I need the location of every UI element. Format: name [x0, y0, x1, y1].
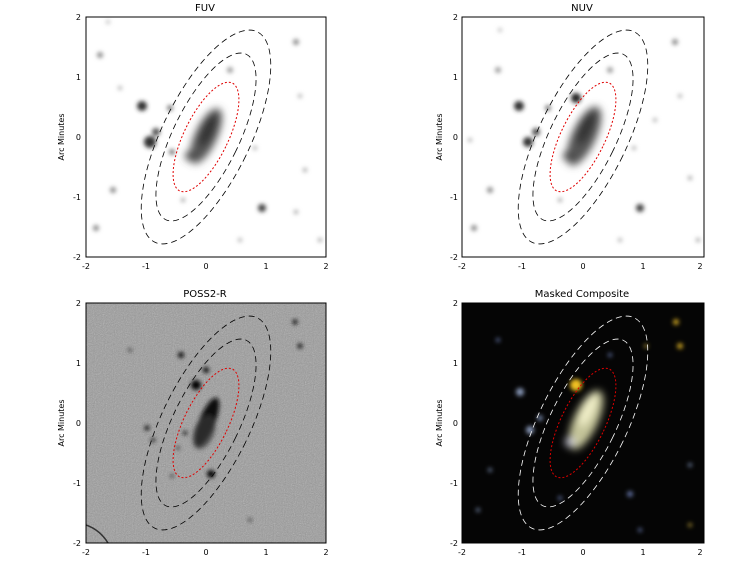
- x-tick-label: -2: [82, 262, 90, 271]
- image-border: [461, 302, 705, 544]
- x-tick-label: 0: [203, 262, 208, 271]
- y-tick-label: -2: [450, 539, 458, 548]
- y-axis: Arc Minutes 2 1 0 -1 -2: [57, 13, 81, 262]
- panel-title: FUV: [195, 3, 215, 14]
- x-tick-label: -1: [518, 262, 526, 271]
- x-tick-label: 1: [640, 548, 645, 557]
- x-axis: -2 -1 0 1 2: [458, 548, 703, 557]
- middle-aperture-ellipse: [155, 338, 257, 508]
- panel-masked-composite: Masked Composite: [435, 289, 705, 557]
- x-tick-label: 2: [323, 548, 328, 557]
- panel-title: NUV: [571, 3, 593, 14]
- y-tick-label: -2: [73, 253, 81, 262]
- image-border: [461, 16, 705, 258]
- poss2-r-image: [86, 303, 326, 543]
- y-axis-label: Arc Minutes: [435, 113, 444, 160]
- inner-aperture-ellipse: [172, 367, 240, 479]
- inner-aperture-ellipse: [172, 81, 240, 193]
- x-tick-label: -2: [82, 548, 90, 557]
- y-tick-label: 1: [76, 73, 81, 82]
- y-tick-label: 0: [76, 133, 81, 142]
- x-tick-label: -1: [142, 262, 150, 271]
- panel-poss2-r: POSS2-R: [57, 289, 329, 557]
- middle-aperture-ellipse: [532, 52, 634, 222]
- y-tick-label: 1: [76, 359, 81, 368]
- y-axis-label: Arc Minutes: [57, 113, 66, 160]
- y-tick-label: 0: [76, 419, 81, 428]
- x-axis: -2 -1 0 1 2: [82, 262, 329, 271]
- x-tick-label: -1: [142, 548, 150, 557]
- x-tick-label: -2: [458, 548, 466, 557]
- panel-nuv: NUV: [435, 3, 705, 271]
- outer-aperture-ellipse: [517, 315, 649, 531]
- fuv-image: [93, 20, 322, 242]
- y-axis: Arc Minutes 2 1 0 -1 -2: [57, 299, 81, 548]
- panel-title: Masked Composite: [535, 289, 629, 300]
- y-tick-label: 2: [76, 299, 81, 308]
- image-border: [85, 302, 327, 544]
- x-tick-label: -1: [518, 548, 526, 557]
- y-tick-label: 2: [453, 299, 458, 308]
- outer-aperture-ellipse: [517, 29, 649, 245]
- y-tick-label: 2: [453, 13, 458, 22]
- x-axis: -2 -1 0 1 2: [82, 548, 329, 557]
- x-tick-label: 1: [263, 548, 268, 557]
- x-tick-label: 2: [323, 262, 328, 271]
- y-axis-label: Arc Minutes: [57, 399, 66, 446]
- panel-title: POSS2-R: [183, 289, 227, 300]
- nuv-image: [468, 28, 700, 242]
- y-tick-label: -1: [450, 479, 458, 488]
- y-axis-label: Arc Minutes: [435, 399, 444, 446]
- x-tick-label: 0: [203, 548, 208, 557]
- y-tick-label: -2: [73, 539, 81, 548]
- x-tick-label: 2: [697, 262, 702, 271]
- y-tick-label: -2: [450, 253, 458, 262]
- x-axis: -2 -1 0 1 2: [458, 262, 703, 271]
- middle-aperture-ellipse: [155, 52, 257, 222]
- x-tick-label: -2: [458, 262, 466, 271]
- x-tick-label: 1: [640, 262, 645, 271]
- y-tick-label: 1: [453, 359, 458, 368]
- x-tick-label: 1: [263, 262, 268, 271]
- y-axis: Arc Minutes 2 1 0 -1 -2: [435, 299, 458, 548]
- image-border: [85, 16, 327, 258]
- x-tick-label: 0: [580, 548, 585, 557]
- panel-fuv: FUV: [57, 3, 329, 271]
- outer-aperture-ellipse: [140, 29, 272, 245]
- y-tick-label: 2: [76, 13, 81, 22]
- y-tick-label: 0: [453, 419, 458, 428]
- x-tick-label: 2: [697, 548, 702, 557]
- outer-aperture-ellipse: [140, 315, 272, 531]
- x-tick-label: 0: [580, 262, 585, 271]
- y-tick-label: -1: [73, 193, 81, 202]
- inner-aperture-ellipse: [549, 367, 617, 479]
- y-tick-label: -1: [450, 193, 458, 202]
- middle-aperture-ellipse: [532, 338, 634, 508]
- y-tick-label: 0: [453, 133, 458, 142]
- y-tick-label: -1: [73, 479, 81, 488]
- y-tick-label: 1: [453, 73, 458, 82]
- composite-image: [476, 319, 692, 532]
- y-axis: Arc Minutes 2 1 0 -1 -2: [435, 13, 458, 262]
